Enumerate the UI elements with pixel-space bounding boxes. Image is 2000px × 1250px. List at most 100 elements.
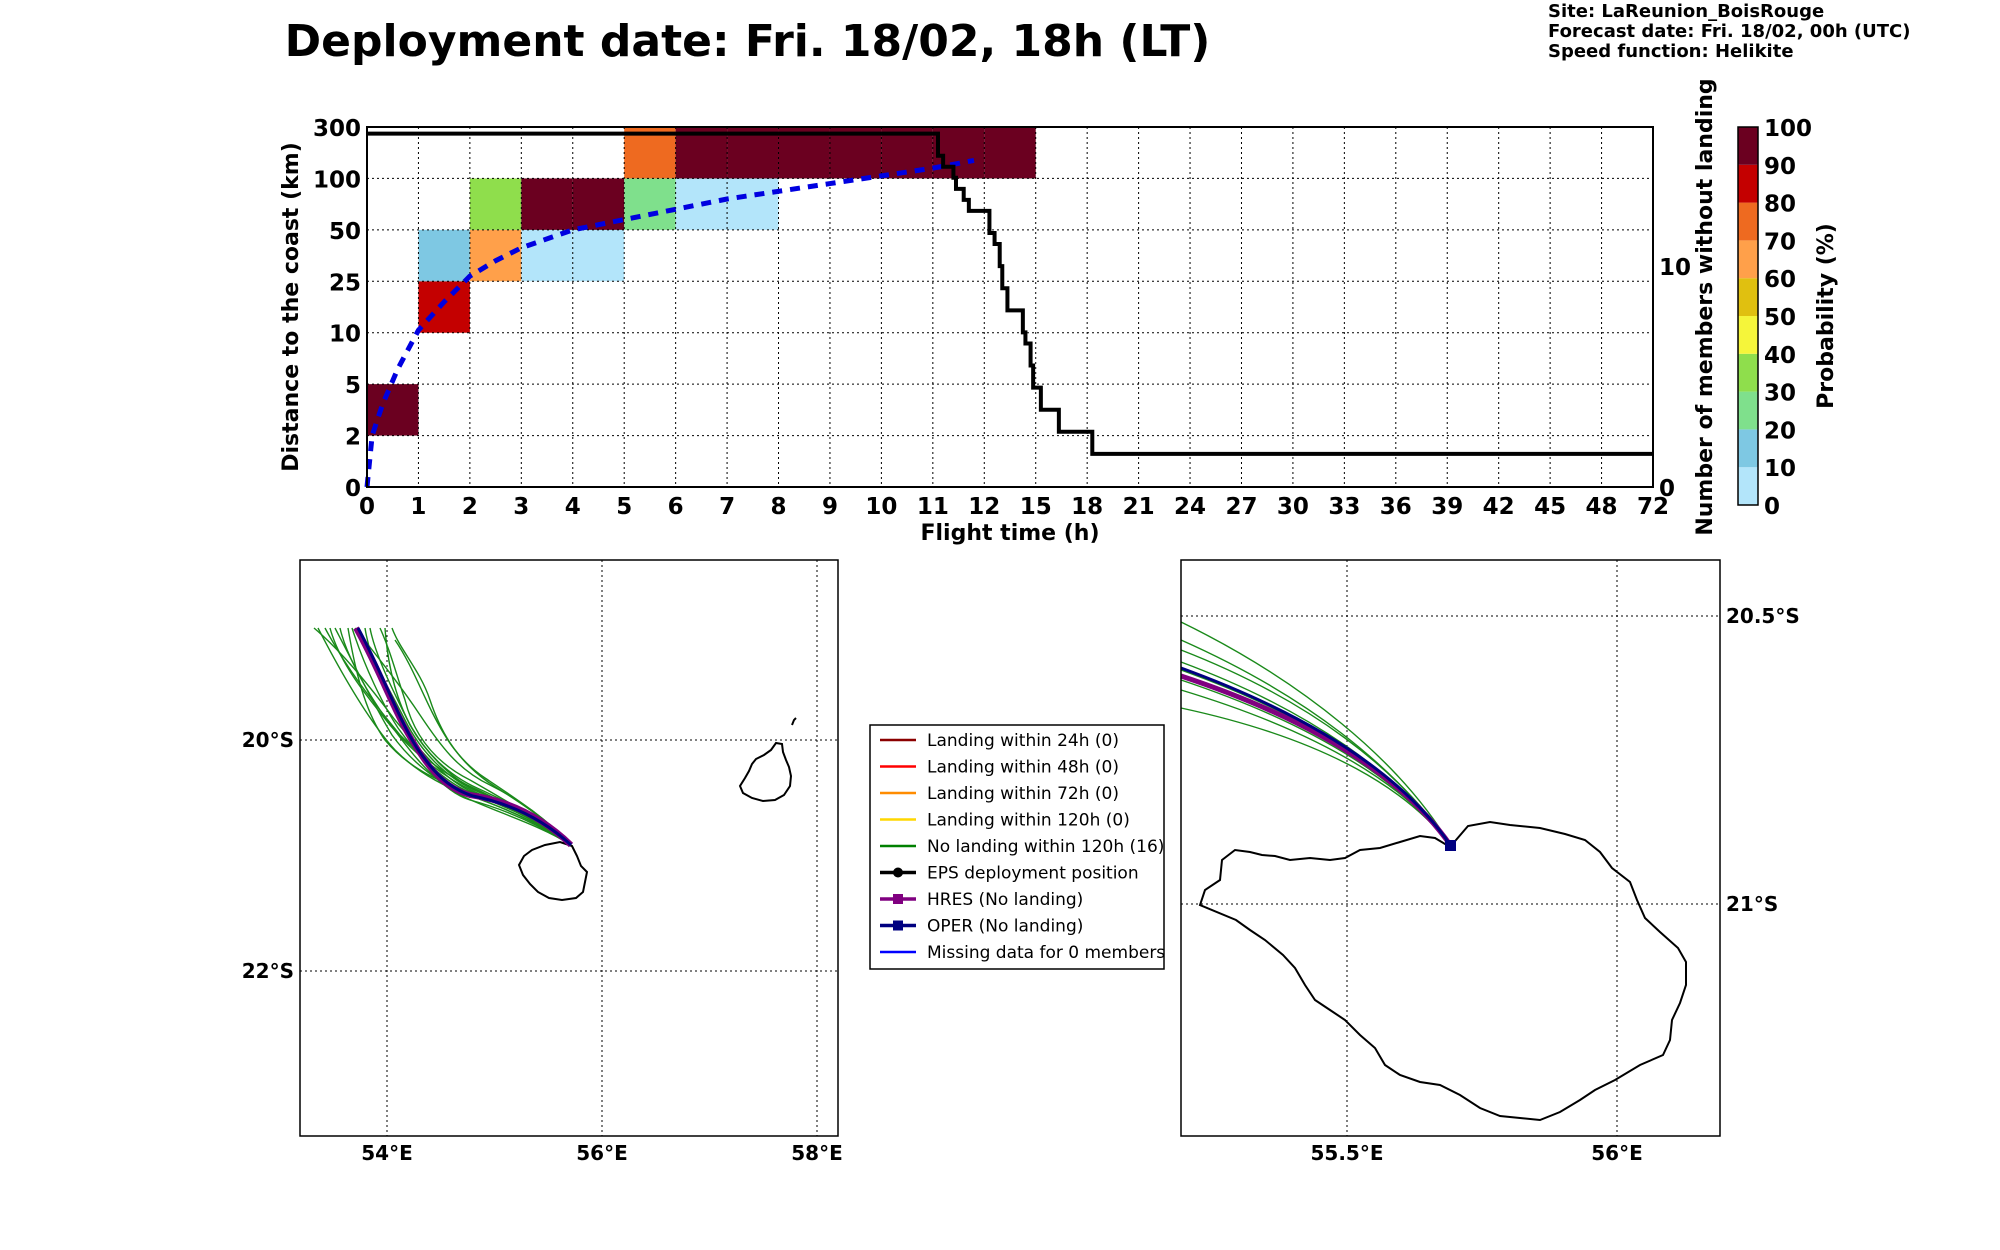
x-tick-45: 45 — [1534, 494, 1566, 520]
legend-label: Landing within 120h (0) — [927, 811, 1130, 831]
ensemble-trajectory — [334, 627, 572, 846]
mauritius-islet — [791, 717, 797, 726]
x-tick-24: 24 — [1174, 494, 1206, 520]
y2-tick-labels: 0 10 — [1659, 255, 1691, 502]
x-tick-7: 7 — [719, 494, 735, 520]
ensemble-trajectory — [1180, 649, 1452, 847]
heatmap-cell-2 — [418, 229, 470, 282]
legend-label: Missing data for 0 members — [927, 943, 1165, 963]
heatmap-cell-19 — [984, 127, 1036, 179]
ensemble-trajectory — [357, 627, 572, 846]
x-tick-4: 4 — [565, 494, 581, 520]
ensemble-trajectory — [1180, 689, 1452, 847]
heatmap-cell-18 — [932, 127, 985, 179]
colorbar-tick-80: 80 — [1764, 192, 1796, 218]
x-tick-8: 8 — [771, 494, 787, 520]
legend-label: No landing within 120h (16) — [927, 837, 1164, 857]
legend-item: Landing within 48h (0) — [880, 758, 1119, 778]
map-frame — [299, 559, 839, 1137]
ensemble-trajectory — [351, 627, 572, 846]
map-tick-20S: 20°S — [242, 728, 294, 752]
colorbar-segment-7 — [1738, 202, 1758, 241]
x-tick-2: 2 — [462, 494, 478, 520]
legend-item: No landing within 120h (16) — [880, 837, 1164, 857]
y-tick-300: 300 — [313, 116, 361, 142]
legend-item: Landing within 120h (0) — [880, 811, 1130, 831]
map-tick-20.5S: 20.5°S — [1726, 604, 1800, 628]
colorbar: 0 10 20 30 40 50 60 70 80 90 100 Probability (%) — [1737, 116, 1839, 520]
colorbar-segment-4 — [1738, 316, 1758, 354]
legend-marker — [893, 867, 903, 878]
y2-tick-10: 10 — [1659, 255, 1691, 281]
hres-trajectory-detail — [1180, 673, 1454, 848]
map-tick-58E: 58°E — [791, 1141, 843, 1165]
mean-distance-line — [364, 157, 975, 488]
colorbar-tick-10: 10 — [1764, 456, 1796, 482]
colorbar-segment-1 — [1738, 429, 1758, 468]
speed-function: Speed function: Helikite — [1548, 41, 1794, 62]
ensemble-trajectory — [1180, 621, 1452, 847]
y-tick-100: 100 — [313, 167, 361, 193]
legend-label: OPER (No landing) — [927, 917, 1083, 937]
colorbar-segment-5 — [1738, 278, 1758, 316]
colorbar-segments — [1738, 127, 1758, 505]
legend-item: HRES (No landing) — [880, 890, 1083, 910]
colorbar-tick-100: 100 — [1764, 116, 1812, 142]
y-tick-2: 2 — [345, 425, 361, 451]
legend-marker — [893, 920, 903, 931]
map-tick-55.5E: 55.5°E — [1310, 1141, 1383, 1165]
colorbar-segment-0 — [1738, 467, 1758, 505]
y-tick-5: 5 — [345, 373, 361, 399]
heatmap-cell-7 — [521, 178, 573, 230]
legend: Landing within 24h (0) Landing within 48h… — [869, 724, 1165, 970]
right-trajectory-map: 55.5°E 56°E 20.5°S 21°S — [1180, 559, 1800, 1165]
colorbar-tick-30: 30 — [1764, 381, 1796, 407]
x-tick-21: 21 — [1123, 494, 1155, 520]
oper-trajectory-detail — [1180, 666, 1453, 847]
x-tick-0: 0 — [359, 494, 375, 520]
map-tick-21S: 21°S — [1726, 892, 1778, 916]
colorbar-segment-3 — [1738, 353, 1758, 392]
legend-item: EPS deployment position — [880, 864, 1139, 884]
mauritius-coastline — [738, 741, 793, 803]
ensemble-trajectory — [1180, 669, 1452, 847]
y-tick-10: 10 — [329, 322, 361, 348]
colorbar-tick-90: 90 — [1764, 154, 1796, 180]
map-tick-22S: 22°S — [242, 959, 294, 983]
colorbar-frame — [1737, 126, 1759, 506]
x-tick-15: 15 — [1020, 494, 1052, 520]
reunion-coastline — [517, 840, 589, 902]
x-tick-12: 12 — [968, 494, 1000, 520]
colorbar-tick-labels: 0 10 20 30 40 50 60 70 80 90 100 — [1764, 116, 1812, 520]
colorbar-segment-6 — [1738, 240, 1758, 279]
x-tick-30: 30 — [1277, 494, 1309, 520]
ensemble-trajectory — [364, 627, 572, 846]
x-tick-18: 18 — [1071, 494, 1103, 520]
legend-label: Landing within 24h (0) — [927, 731, 1119, 751]
legend-label: EPS deployment position — [927, 864, 1139, 884]
colorbar-tick-20: 20 — [1764, 418, 1796, 444]
x-tick-9: 9 — [822, 494, 838, 520]
heatmap-cell-4 — [469, 178, 522, 230]
colorbar-tick-60: 60 — [1764, 267, 1796, 293]
y2-axis-label: Number of members without landing — [1693, 78, 1718, 535]
x-tick-36: 36 — [1380, 494, 1412, 520]
plot-frame — [366, 126, 1654, 488]
legend-label: HRES (No landing) — [927, 890, 1083, 910]
colorbar-segment-8 — [1738, 164, 1758, 203]
x-tick-48: 48 — [1586, 494, 1618, 520]
colorbar-tick-40: 40 — [1764, 343, 1796, 369]
legend-item: OPER (No landing) — [880, 917, 1083, 937]
x-tick-1: 1 — [410, 494, 426, 520]
legend-marker — [893, 894, 903, 904]
heatmap-cell-6 — [572, 229, 625, 282]
forecast-date: Forecast date: Fri. 18/02, 00h (UTC) — [1548, 21, 1911, 42]
x-tick-6: 6 — [668, 494, 684, 520]
ensemble-trajectory — [391, 627, 572, 846]
ensemble-trajectory — [347, 627, 572, 846]
legend-frame — [869, 724, 1165, 970]
reunion-coastline-detail — [1198, 820, 1687, 1122]
x-tick-5: 5 — [616, 494, 632, 520]
site-info: Site: LaReunion_BoisRouge Forecast date:… — [1548, 2, 1911, 62]
